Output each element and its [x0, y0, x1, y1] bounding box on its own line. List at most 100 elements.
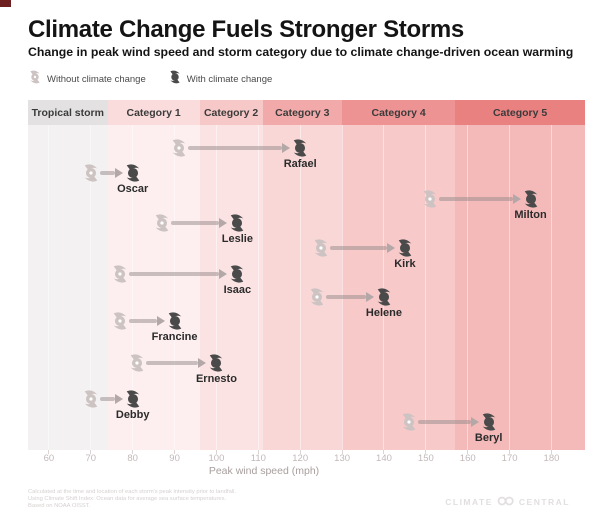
axis-tick [90, 450, 92, 454]
footnote-line: Calculated at the time and location of e… [28, 489, 236, 495]
climate-central-logo: CLIMATE CENTRAL [445, 496, 570, 508]
axis-tick [257, 450, 259, 454]
storm-arrow-line [145, 361, 199, 365]
category-band-header: Tropical storm [28, 100, 108, 125]
axis-tick [132, 450, 134, 454]
storm-arrow-head [365, 292, 374, 302]
legend-item-without: Without climate change [28, 70, 146, 89]
gridline [174, 125, 176, 450]
category-band-body [262, 125, 343, 450]
gridline [215, 125, 217, 450]
gridline [341, 125, 343, 450]
axis-tick-label: 60 [43, 453, 55, 464]
storm-arrow-head [114, 394, 123, 404]
category-label: Category 3 [275, 106, 330, 119]
storm-label-isaac: Isaac [223, 284, 252, 296]
storm-icon-with-rafael [291, 139, 310, 158]
gridline [132, 125, 134, 450]
axis-tick [550, 450, 552, 454]
gridline [257, 125, 259, 450]
axis-tick [215, 450, 217, 454]
storm-icon-with-debby [123, 390, 142, 409]
x-axis-label: Peak wind speed (mph) [208, 465, 320, 477]
storm-icon-with-francine [165, 312, 184, 331]
hurricane-dark-icon [168, 70, 182, 89]
footnote-line: Using Climate Shift Index: Ocean data fo… [28, 496, 227, 502]
storm-arrow-head [114, 168, 123, 178]
category-band-header: Category 5 [455, 100, 585, 125]
legend-label: Without climate change [47, 74, 146, 85]
axis-tick [383, 450, 385, 454]
storm-arrow-line [187, 146, 283, 150]
category-band-header: Category 1 [107, 100, 200, 125]
axis-tick-label: 180 [543, 453, 560, 464]
gridline [467, 125, 469, 450]
storm-arrow-line [439, 197, 513, 201]
gridline [425, 125, 427, 450]
storm-arrow-head [512, 194, 521, 204]
footnote-line: Based on NOAA OISST. [28, 503, 91, 509]
legend: Without climate change With climate chan… [28, 70, 272, 89]
storm-arrow-head [470, 417, 479, 427]
storm-arrow-head [156, 316, 165, 326]
category-band-header: Category 4 [342, 100, 456, 125]
gridline [48, 125, 50, 450]
storm-icon-with-isaac [228, 265, 247, 284]
storm-label-kirk: Kirk [394, 258, 416, 270]
axis-tick [425, 450, 427, 454]
storm-icon-with-kirk [395, 239, 414, 258]
storm-icon-with-beryl [479, 413, 498, 432]
storm-icon-without-kirk [312, 239, 331, 258]
legend-label: With climate change [186, 74, 273, 85]
category-band-body [199, 125, 263, 450]
gridline [383, 125, 385, 450]
axis-tick [48, 450, 50, 454]
storm-icon-without-ernesto [127, 354, 146, 373]
gridline [509, 125, 511, 450]
logo-text-left: CLIMATE [445, 497, 493, 507]
storm-label-rafael: Rafael [283, 158, 317, 170]
category-label: Category 2 [203, 106, 259, 119]
storm-arrow-line [99, 171, 115, 175]
axis-tick-label: 90 [169, 453, 180, 464]
category-band-body [455, 125, 585, 450]
axis-tick [299, 450, 301, 454]
category-band-header: Category 2 [199, 100, 263, 125]
axis-tick-label: 150 [417, 453, 434, 464]
storm-icon-with-oscar [123, 164, 142, 183]
category-label: Category 5 [492, 106, 548, 119]
storm-label-ernesto: Ernesto [195, 373, 237, 385]
storm-icon-without-rafael [169, 139, 188, 158]
storm-icon-without-oscar [81, 164, 100, 183]
storm-label-leslie: Leslie [221, 233, 253, 245]
storm-icon-without-milton [421, 190, 440, 209]
axis-tick-label: 170 [501, 453, 518, 464]
axis-tick-label: 120 [292, 453, 309, 464]
corner-mark [0, 0, 11, 7]
axis-tick-label: 130 [334, 453, 351, 464]
category-band-body [342, 125, 456, 450]
storm-label-beryl: Beryl [474, 432, 503, 444]
legend-item-with: With climate change [168, 70, 273, 89]
category-label: Category 4 [371, 106, 426, 119]
logo-rings-icon [497, 496, 515, 508]
gridline [90, 125, 92, 450]
hurricane-light-icon [28, 70, 42, 89]
axis-tick-label: 140 [376, 453, 392, 464]
storm-icon-with-milton [521, 190, 540, 209]
storm-icon-with-leslie [228, 214, 247, 233]
storm-arrow-head [282, 143, 291, 153]
storm-icon-without-debby [81, 390, 100, 409]
axis-tick-label: 70 [85, 453, 97, 464]
storm-icon-with-helene [374, 288, 393, 307]
storm-arrow-line [325, 295, 366, 299]
storm-arrow-line [129, 319, 157, 323]
storm-icon-without-isaac [111, 265, 130, 284]
storm-arrow-head [219, 269, 228, 279]
storm-icon-without-leslie [153, 214, 172, 233]
storm-label-debby: Debby [115, 409, 150, 421]
storm-label-francine: Francine [151, 331, 198, 343]
storm-arrow-head [219, 218, 228, 228]
